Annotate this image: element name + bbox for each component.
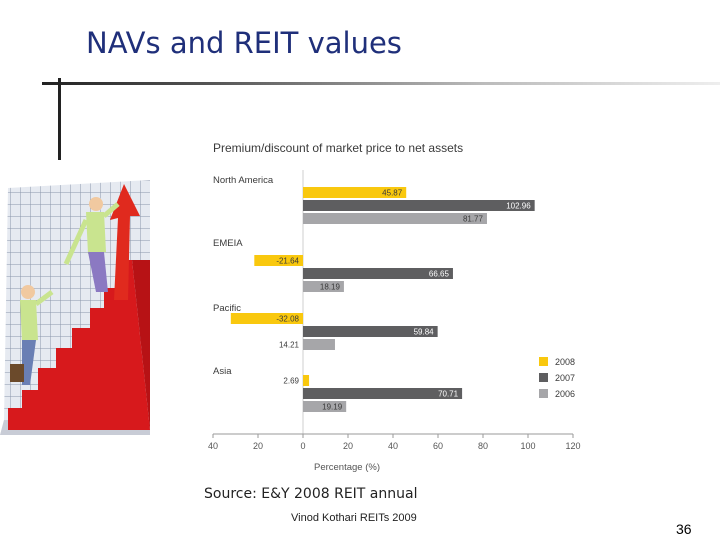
bar-value-label: 45.87 xyxy=(382,189,403,198)
x-tick-label: 80 xyxy=(478,441,488,451)
x-tick-label: 120 xyxy=(565,441,580,451)
footer-text: Vinod Kothari REITs 2009 xyxy=(291,512,417,524)
bar-value-label: 19.19 xyxy=(322,403,343,412)
bar-value-label: 59.84 xyxy=(414,328,435,337)
bar-2008 xyxy=(230,313,303,324)
bar-2007 xyxy=(303,200,535,211)
bar-2007 xyxy=(303,326,438,337)
x-tick-label: 20 xyxy=(253,441,263,451)
bar-value-label: 14.21 xyxy=(279,341,300,350)
x-tick-label: 40 xyxy=(208,441,218,451)
chart-title: Premium/discount of market price to net … xyxy=(213,141,463,155)
bar-value-label: 81.77 xyxy=(463,215,484,224)
legend-swatch-2006 xyxy=(539,389,548,398)
bar-2006 xyxy=(303,339,335,350)
bar-2008 xyxy=(254,255,303,266)
bar-value-label: -21.64 xyxy=(276,257,299,266)
bar-value-label: -32.08 xyxy=(276,315,299,324)
bar-value-label: 70.71 xyxy=(438,390,459,399)
bar-2006 xyxy=(303,213,487,224)
bar-2006 xyxy=(303,401,347,412)
legend-label: 2008 xyxy=(555,357,575,367)
bar-2006 xyxy=(303,281,344,292)
legend-label: 2006 xyxy=(555,389,575,399)
bar-value-label: 102.96 xyxy=(506,202,531,211)
climbing-stairs-clipart xyxy=(0,180,150,435)
category-label: North America xyxy=(213,175,274,186)
x-tick-label: 40 xyxy=(388,441,398,451)
category-label: Pacific xyxy=(213,303,241,314)
slide-title: NAVs and REIT values xyxy=(86,26,402,60)
x-tick-label: 60 xyxy=(433,441,443,451)
title-side-bar xyxy=(58,78,61,160)
title-underline xyxy=(42,82,720,85)
x-tick-label: 100 xyxy=(520,441,535,451)
bar-value-label: 66.65 xyxy=(429,270,450,279)
bar-chart: Premium/discount of market price to net … xyxy=(208,141,581,473)
source-note: Source: E&Y 2008 REIT annual xyxy=(204,486,418,502)
bar-2007 xyxy=(303,388,463,399)
bar-2007 xyxy=(303,268,453,279)
legend-label: 2007 xyxy=(555,373,575,383)
legend-swatch-2008 xyxy=(539,357,548,366)
bar-2008 xyxy=(303,187,407,198)
bar-value-label: 18.19 xyxy=(320,283,341,292)
category-label: EMEIA xyxy=(213,238,243,249)
category-label: Asia xyxy=(213,366,232,377)
bar-2008 xyxy=(303,375,310,386)
x-tick-label: 20 xyxy=(343,441,353,451)
x-tick-label: 0 xyxy=(300,441,305,451)
legend-swatch-2007 xyxy=(539,373,548,382)
bar-value-label: 2.69 xyxy=(283,377,299,386)
page-number: 36 xyxy=(676,521,692,537)
x-axis-label: Percentage (%) xyxy=(314,462,380,473)
